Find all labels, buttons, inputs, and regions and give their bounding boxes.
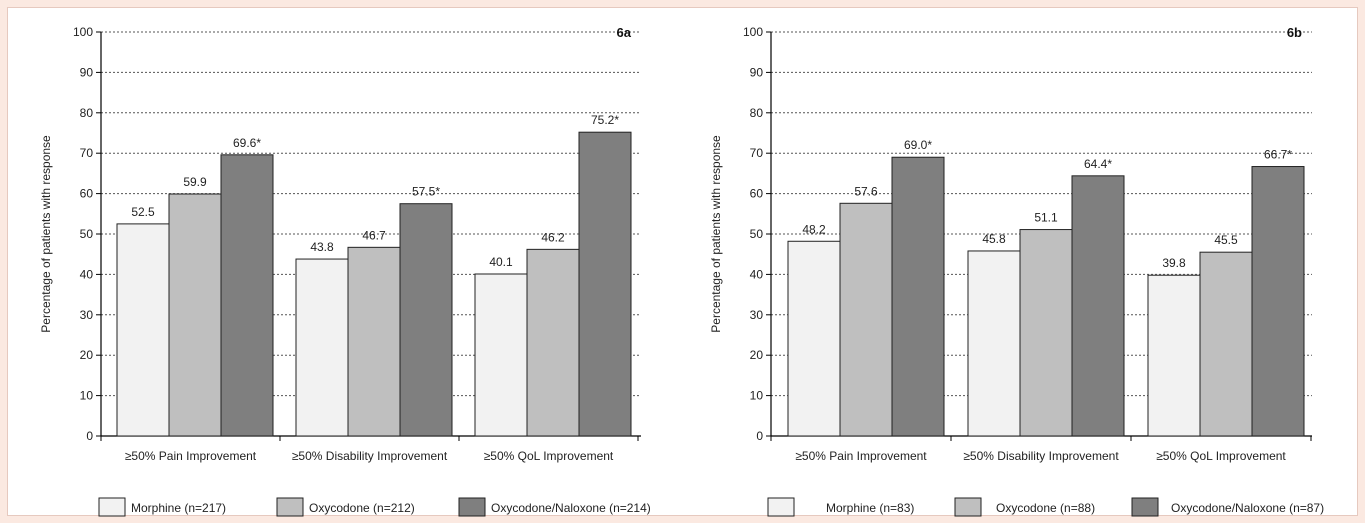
y-tick-label: 100: [743, 25, 763, 39]
bar: [891, 156, 945, 437]
y-axis-label: Percentage of patients with response: [709, 135, 723, 333]
x-tick-label: ≥50% Disability Improvement: [963, 449, 1119, 463]
chart-panel-6b: 0 10 20 30 40 50 60 70 80 90 100 6b Percentage of pa…: [709, 25, 1324, 517]
x-tick-label: ≥50% Pain Improvement: [125, 449, 257, 463]
y-tick-label: 60: [80, 187, 94, 201]
y-tick-label: 20: [750, 348, 764, 362]
y-tick-label: 20: [80, 348, 94, 362]
data-label: 45.5: [1214, 233, 1238, 247]
x-tick-label: ≥50% QoL Improvement: [484, 449, 614, 463]
x-tick-label: ≥50% QoL Improvement: [1156, 449, 1286, 463]
data-label: 48.2: [802, 222, 826, 236]
data-label: 66.7*: [1264, 148, 1292, 162]
bar: [1019, 229, 1073, 437]
data-label: 46.2: [541, 230, 565, 244]
y-tick-label: 0: [756, 429, 763, 443]
y-tick-label: 0: [86, 429, 93, 443]
y-tick-label: 30: [750, 308, 764, 322]
data-label: 39.8: [1162, 256, 1186, 270]
legend-label: Morphine (n=83): [826, 501, 914, 515]
data-label: 75.2*: [591, 113, 619, 127]
data-label: 45.8: [982, 232, 1006, 246]
y-tick-label: 90: [80, 65, 94, 79]
legend: Morphine (n=83) Oxycodone (n=88) Oxycodone…: [767, 497, 1324, 517]
y-tick-label: 10: [80, 389, 94, 403]
data-label: 69.0*: [904, 138, 932, 152]
data-label: 69.6*: [233, 136, 261, 150]
panel-title: 6b: [1287, 25, 1302, 40]
y-tick-label: 30: [80, 308, 94, 322]
legend-swatch: [954, 497, 982, 517]
legend: Morphine (n=217) Oxycodone (n=212) Oxycodo…: [98, 497, 651, 517]
bar: [347, 246, 401, 437]
bar: [399, 203, 453, 437]
bar: [220, 154, 274, 437]
data-label: 64.4*: [1084, 157, 1112, 171]
y-tick-label: 70: [80, 146, 94, 160]
y-tick-label: 50: [750, 227, 764, 241]
bar: [578, 131, 632, 437]
x-tick-label: ≥50% Pain Improvement: [795, 449, 927, 463]
chart-panel-6a: 0 10 20 30 40 50 60 70 80 90 100 6a Percentage of pa…: [39, 25, 651, 517]
y-tick-label: 60: [750, 187, 764, 201]
bar: [295, 258, 349, 437]
bar: [839, 202, 893, 437]
y-tick-label: 100: [73, 25, 93, 39]
legend-label: Oxycodone (n=212): [309, 501, 415, 515]
bar: [116, 223, 170, 437]
legend-label: Oxycodone/Naloxone (n=214): [491, 501, 651, 515]
data-label: 40.1: [489, 255, 513, 269]
y-tick-label: 80: [80, 106, 94, 120]
legend-swatch: [276, 497, 304, 517]
data-label: 46.7: [362, 228, 386, 242]
bar: [1071, 175, 1125, 437]
y-tick-label: 40: [750, 267, 764, 281]
legend-swatch: [458, 497, 486, 517]
y-axis-label: Percentage of patients with response: [39, 135, 53, 333]
bar: [526, 248, 580, 437]
panel-title: 6a: [617, 25, 632, 40]
data-label: 57.6: [854, 184, 878, 198]
data-label: 57.5*: [412, 185, 440, 199]
legend-swatch: [98, 497, 126, 517]
y-tick-label: 90: [750, 65, 764, 79]
data-label: 52.5: [131, 205, 155, 219]
legend-swatch: [767, 497, 795, 517]
y-tick-label: 80: [750, 106, 764, 120]
y-tick-label: 40: [80, 267, 94, 281]
data-label: 59.9: [183, 175, 207, 189]
bar: [967, 250, 1021, 437]
bar: [168, 193, 222, 437]
bar: [1199, 251, 1253, 437]
data-label: 43.8: [310, 240, 334, 254]
bar: [787, 240, 841, 437]
legend-label: Morphine (n=217): [131, 501, 226, 515]
legend-label: Oxycodone/Naloxone (n=87): [1171, 501, 1324, 515]
y-tick-label: 70: [750, 146, 764, 160]
bar: [474, 273, 528, 437]
data-label: 51.1: [1034, 211, 1058, 225]
bar: [1251, 166, 1305, 437]
legend-swatch: [1131, 497, 1159, 517]
y-tick-label: 10: [750, 389, 764, 403]
legend-label: Oxycodone (n=88): [996, 501, 1095, 515]
x-tick-label: ≥50% Disability Improvement: [292, 449, 448, 463]
bar: [1147, 274, 1201, 437]
y-tick-label: 50: [80, 227, 94, 241]
